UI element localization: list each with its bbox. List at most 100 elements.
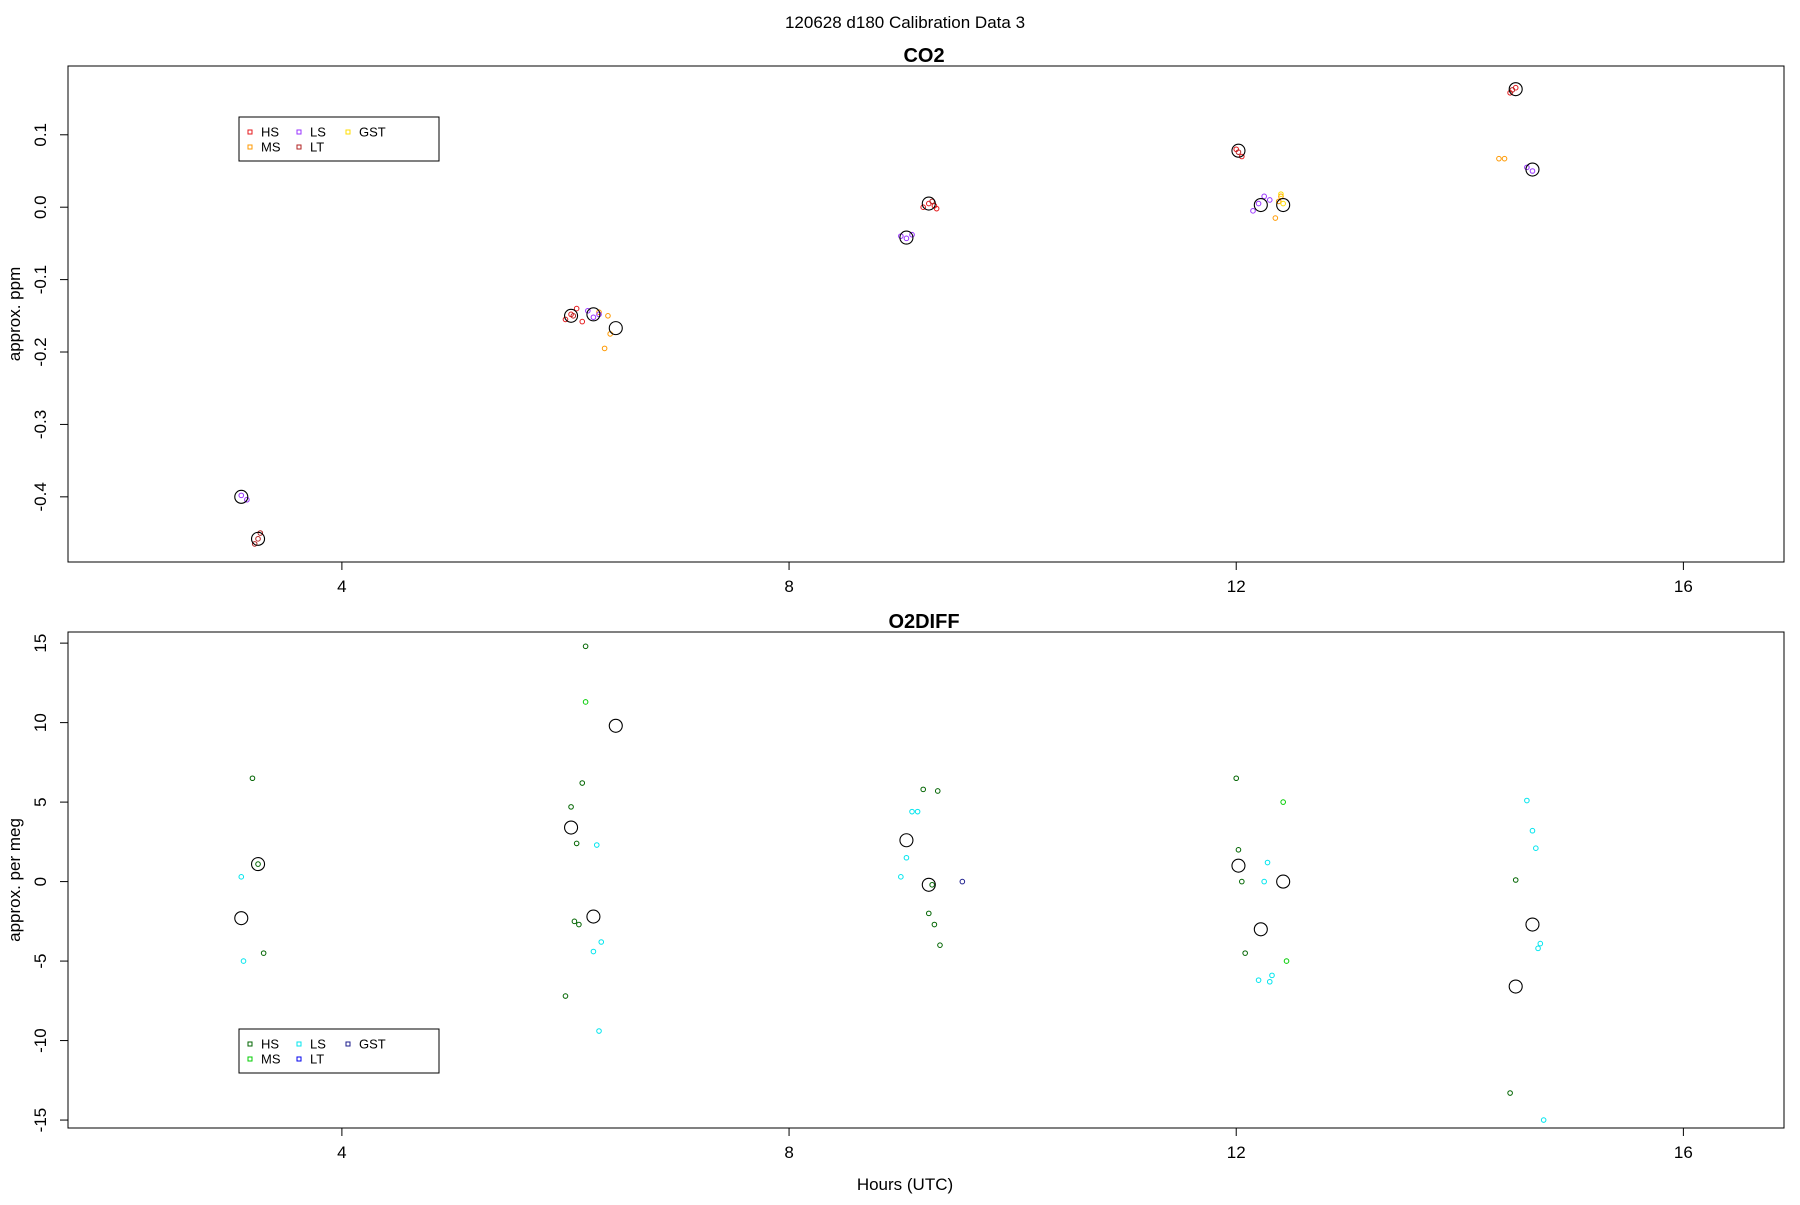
co2-point-mean xyxy=(899,230,914,245)
o2diff-point-mean xyxy=(1231,858,1246,873)
o2diff-point-ls xyxy=(898,874,904,880)
o2diff-point-ls xyxy=(903,854,910,861)
o2diff-point-hs xyxy=(579,780,586,786)
o2diff-point-ls xyxy=(909,808,915,815)
co2-point-lt xyxy=(570,313,577,319)
o2diff-point-hs xyxy=(1242,950,1248,956)
co2-legend-marker-ls xyxy=(296,129,302,135)
o2diff-point-mean xyxy=(564,820,579,835)
co2-point-lt xyxy=(255,536,261,542)
o2diff-point-mean xyxy=(921,877,936,892)
o2diff-point-ls xyxy=(1266,978,1273,985)
co2-x-tick-label: 4 xyxy=(337,577,346,596)
o2diff-x-tick-label: 8 xyxy=(784,1143,793,1162)
co2-point-ls xyxy=(909,231,915,238)
o2diff-point-ls xyxy=(1529,827,1536,834)
co2-point-mean xyxy=(1231,143,1246,158)
co2-y-tick-label: -0.1 xyxy=(31,265,50,294)
o2diff-point-hs xyxy=(925,910,932,917)
o2diff-point-hs xyxy=(568,804,574,810)
co2-legend-marker-gst xyxy=(345,129,351,135)
o2diff-point-hs xyxy=(1233,775,1240,782)
o2diff-point-hs xyxy=(573,840,580,847)
o2diff-legend-label-hs: HS xyxy=(261,1037,279,1052)
o2diff-point-ls xyxy=(590,948,597,955)
o2diff-point-hs xyxy=(1239,878,1245,885)
o2diff-legend-marker-hs xyxy=(247,1041,253,1047)
co2-legend-label-gst: GST xyxy=(359,125,386,140)
o2diff-point-ls xyxy=(240,958,247,964)
o2diff-point-hs xyxy=(249,775,256,782)
co2-point-ls xyxy=(1255,200,1262,207)
o2diff-legend-label-ls: LS xyxy=(310,1037,326,1052)
o2diff-legend-marker-lt xyxy=(296,1056,302,1062)
co2-point-hs xyxy=(920,204,927,210)
o2diff-x-tick-label: 12 xyxy=(1227,1143,1246,1162)
co2-point-ms xyxy=(605,313,611,319)
o2diff-point-hs xyxy=(1235,846,1242,853)
co2-point-lt xyxy=(257,530,264,536)
co2-point-ls xyxy=(1524,164,1530,171)
o2diff-point-ls xyxy=(914,808,921,815)
co2-point-hs xyxy=(562,316,569,323)
co2-legend-label-lt: LT xyxy=(310,140,324,155)
o2diff-point-ls xyxy=(1524,797,1530,804)
co2-legend-marker-hs xyxy=(247,129,253,135)
o2diff-point-ls xyxy=(1535,945,1541,952)
o2diff-point-hs xyxy=(1507,1090,1513,1096)
co2-point-lt xyxy=(1509,87,1516,93)
co2-point-mean xyxy=(586,307,601,322)
o2diff-x-tick-label: 4 xyxy=(337,1143,346,1162)
co2-point-gst xyxy=(1278,191,1284,197)
o2diff-point-ls xyxy=(1255,977,1262,983)
co2-point-hs xyxy=(573,305,580,312)
figure-suptitle: 120628 d180 Calibration Data 3 xyxy=(785,13,1025,32)
co2-point-ms xyxy=(1496,155,1502,162)
co2-point-lt xyxy=(1235,149,1242,155)
o2diff-point-mean xyxy=(234,911,249,926)
o2diff-point-ls xyxy=(1533,845,1539,852)
o2diff-plot-frame xyxy=(67,631,1785,1129)
co2-y-tick-label: 0.0 xyxy=(31,195,50,219)
o2diff-point-ls xyxy=(1261,878,1267,885)
o2diff-point-hs xyxy=(1512,877,1519,883)
o2diff-y-axis-label: approx. per meg xyxy=(5,818,24,942)
co2-x-tick-label: 8 xyxy=(784,577,793,596)
o2diff-y-tick-label: 0 xyxy=(31,877,50,886)
o2diff-y-tick-label: 10 xyxy=(31,713,50,732)
co2-point-ls xyxy=(903,235,910,242)
co2-point-ls xyxy=(244,496,250,503)
co2-point-hs xyxy=(1239,153,1245,160)
co2-legend-marker-ms xyxy=(247,144,253,150)
co2-title: CO2 xyxy=(903,45,944,67)
o2diff-legend-marker-ls xyxy=(296,1041,302,1047)
co2-point-mean xyxy=(564,308,579,323)
o2diff-legend-label-ms: MS xyxy=(261,1052,281,1067)
o2diff-point-hs xyxy=(571,918,578,925)
o2diff-point-mean xyxy=(899,833,914,848)
co2-point-hs xyxy=(933,205,940,212)
o2diff-x-tick-label: 16 xyxy=(1674,1143,1693,1162)
co2-point-ms xyxy=(596,309,602,315)
co2-point-ls xyxy=(1266,197,1273,203)
co2-point-ms xyxy=(601,345,608,352)
co2-point-mean xyxy=(1525,162,1540,177)
o2diff-point-ls xyxy=(1269,972,1275,979)
o2diff-title: O2DIFF xyxy=(888,611,959,633)
o2diff-point-gst xyxy=(959,878,966,885)
o2diff-point-hs xyxy=(255,861,261,867)
co2-point-mean xyxy=(608,321,623,336)
co2-legend-label-ms: MS xyxy=(261,140,281,155)
o2diff-y-tick-label: -5 xyxy=(31,954,50,969)
co2-point-gst xyxy=(1280,200,1286,207)
co2-y-tick-label: 0.1 xyxy=(31,123,50,147)
o2diff-point-hs xyxy=(929,881,935,888)
o2diff-point-hs xyxy=(260,950,267,956)
x-axis-label: Hours (UTC) xyxy=(857,1175,953,1194)
co2-point-mean xyxy=(1253,197,1268,213)
co2-point-ls xyxy=(238,492,245,499)
o2diff-point-ls xyxy=(596,1028,602,1034)
